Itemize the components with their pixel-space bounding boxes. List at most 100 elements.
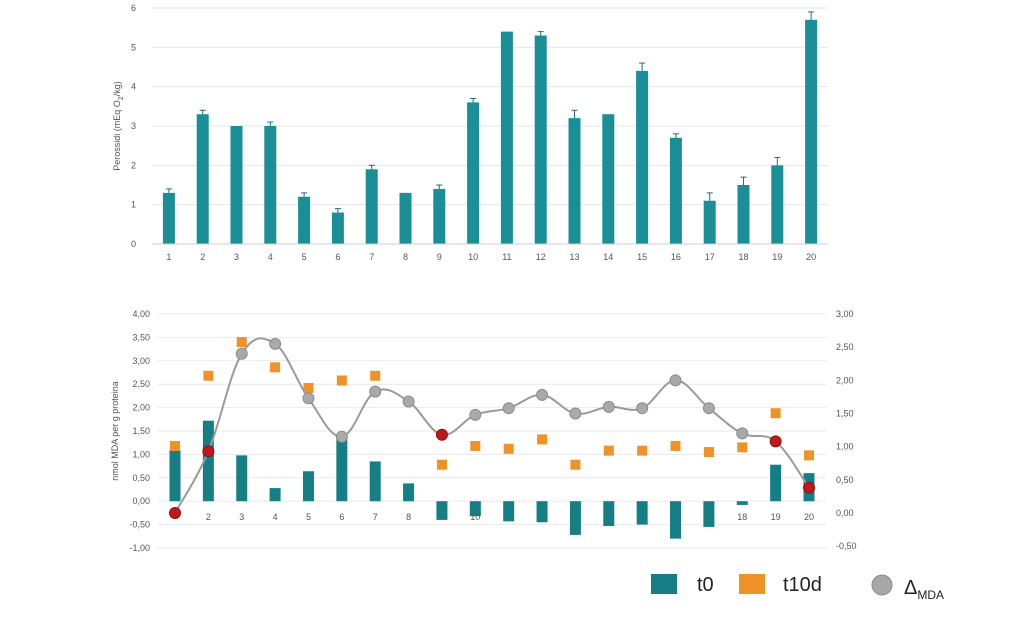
bar: [805, 19, 818, 244]
x-tick-label: 17: [705, 252, 715, 262]
bar: [298, 196, 311, 244]
x-tick-label: 2: [206, 512, 211, 522]
marker-delta: [302, 392, 315, 405]
x-tick-label: 5: [306, 512, 311, 522]
y-axis-label: Perossidi (mEq O2/kg): [112, 81, 125, 170]
y-tick-label: 4,00: [132, 309, 150, 319]
marker-t10d: [537, 434, 548, 445]
marker-t10d: [303, 382, 314, 393]
bar-t0: [302, 471, 314, 502]
bar: [331, 212, 344, 244]
marker-t10d: [603, 445, 614, 456]
marker-t10d: [703, 447, 714, 458]
marker-delta: [235, 347, 248, 360]
bar-t0: [670, 501, 682, 539]
marker-t10d: [336, 375, 347, 386]
y2-tick-label: 2,00: [836, 375, 854, 385]
y-tick-label: 2: [131, 160, 136, 170]
marker-delta-highlight: [435, 428, 448, 441]
y-tick-label: 1,50: [132, 426, 150, 436]
bar-t0: [536, 501, 548, 523]
bar: [365, 169, 378, 244]
y2-tick-label: 1,00: [836, 442, 854, 452]
x-tick-label: 7: [373, 512, 378, 522]
bar-t0: [770, 464, 782, 502]
marker-delta: [469, 408, 482, 421]
marker-t10d: [570, 459, 581, 470]
x-tick-label: 11: [502, 252, 511, 262]
y-tick-label: 1: [131, 200, 136, 210]
y-tick-label: -1,00: [129, 543, 150, 553]
marker-t10d: [236, 337, 247, 348]
y-tick-label: 0,50: [132, 473, 150, 483]
marker-t10d: [370, 370, 381, 381]
x-tick-label: 3: [234, 252, 239, 262]
marker-delta: [636, 402, 649, 415]
bar: [264, 126, 277, 244]
y-axis-label-sub: 2: [118, 96, 125, 100]
y2-tick-label: 0,50: [836, 475, 854, 485]
x-tick-label: 12: [536, 252, 546, 262]
x-tick-label: 13: [569, 252, 579, 262]
legend-label-delta: ΔMDA: [904, 577, 944, 602]
y-tick-label: 2,00: [132, 403, 150, 413]
x-tick-label: 18: [737, 512, 747, 522]
bar: [669, 137, 682, 244]
bar-t0: [736, 501, 748, 505]
x-tick-label: 20: [804, 512, 814, 522]
y-tick-label: 6: [131, 3, 136, 13]
marker-delta: [502, 402, 515, 415]
y-tick-label: 3,00: [132, 356, 150, 366]
marker-delta-highlight: [803, 481, 815, 494]
legend-swatch-delta: [871, 574, 893, 596]
bar: [602, 114, 615, 244]
y-axis-label-end: /kg): [112, 81, 122, 96]
marker-t10d: [804, 450, 814, 461]
bar-t0: [336, 438, 348, 502]
bar-t0: [603, 501, 615, 527]
marker-t10d: [503, 443, 514, 454]
bar-t0: [503, 501, 515, 522]
bar: [500, 31, 513, 244]
legend-label-t10d: t10d: [783, 574, 822, 596]
bar: [737, 185, 750, 244]
marker-delta-highlight: [769, 435, 782, 448]
marker-delta-highlight: [169, 507, 181, 519]
x-tick-label: 6: [335, 252, 340, 262]
y-tick-label: 3: [131, 121, 136, 131]
marker-t10d: [436, 459, 447, 470]
x-tick-label: 1: [166, 252, 171, 262]
y-tick-label: -0,50: [129, 520, 150, 530]
x-tick-label: 9: [437, 252, 442, 262]
x-tick-label: 19: [771, 512, 781, 522]
y2-tick-label: 2,50: [836, 342, 854, 352]
bar: [196, 114, 209, 244]
y-tick-label: 0,00: [132, 496, 150, 506]
x-tick-label: 8: [406, 512, 411, 522]
bar-t0: [436, 501, 448, 520]
x-tick-label: 5: [302, 252, 307, 262]
y-tick-label: 1,00: [132, 449, 150, 459]
y2-tick-label: 0,00: [836, 508, 854, 518]
y-tick-label: 4: [131, 82, 136, 92]
x-tick-label: 14: [603, 252, 613, 262]
legend-label-delta-main: Δ: [904, 577, 917, 599]
marker-t10d: [470, 440, 481, 451]
x-tick-label: 7: [369, 252, 374, 262]
marker-delta: [536, 388, 549, 401]
x-tick-label: 3: [239, 512, 244, 522]
x-tick-label: 18: [738, 252, 748, 262]
y2-tick-label: 3,00: [836, 309, 854, 319]
y-tick-label: 0: [131, 239, 136, 249]
marker-t10d: [637, 445, 648, 456]
marker-t10d: [270, 362, 281, 373]
marker-delta: [702, 402, 715, 415]
marker-delta: [736, 427, 749, 440]
legend-label-t0: t0: [697, 574, 714, 596]
marker-delta: [269, 337, 282, 350]
y2-tick-label: -0,50: [836, 541, 857, 551]
chart-mda: -1,00 -0,50 0,00 0,50 1,00 1,50 2,00 2,50 3,00 3,…: [110, 309, 857, 553]
y-tick-label: 5: [131, 42, 136, 52]
y-tick-label: 2,50: [132, 379, 150, 389]
